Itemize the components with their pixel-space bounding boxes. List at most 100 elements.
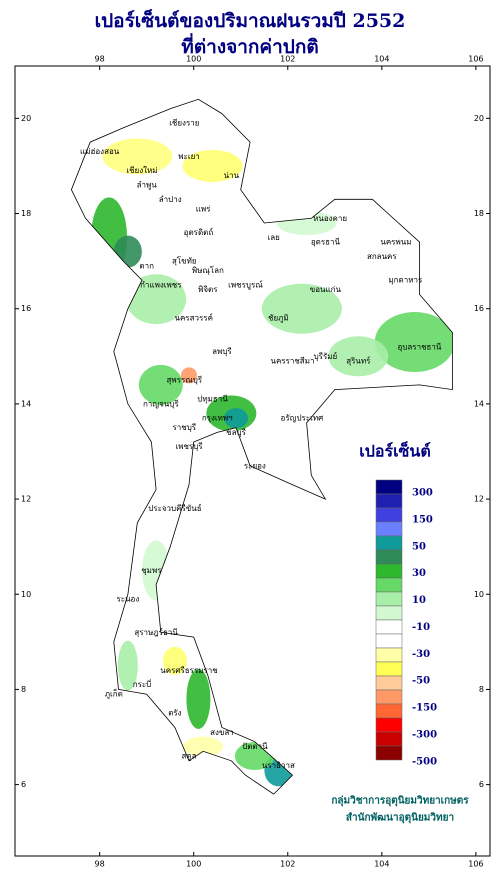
province-label: พิจิตร <box>198 285 218 294</box>
legend-swatch <box>375 731 403 747</box>
legend-label: 300 <box>412 488 433 499</box>
y-tick-label: 8 <box>479 685 484 694</box>
rain-area <box>181 367 198 384</box>
rain-area <box>117 640 138 691</box>
legend-swatch <box>375 535 403 551</box>
y-tick-label: 10 <box>474 590 484 599</box>
map-frame <box>14 65 491 857</box>
province-label: ปัตตานี <box>242 742 268 751</box>
x-tick-label: 104 <box>374 860 389 869</box>
province-label: อุบลราชธานี <box>398 342 442 351</box>
province-label: แม่ฮ่องสอน <box>80 147 120 156</box>
province-label: อุดรธานี <box>311 238 341 247</box>
y-tick-label: 6 <box>479 780 484 789</box>
province-label: กาญจนบุรี <box>143 399 179 408</box>
country-border <box>70 98 453 795</box>
legend-swatch <box>375 647 403 663</box>
y-tick-label: 14 <box>474 399 484 408</box>
y-tick-label: 12 <box>21 495 31 504</box>
province-label: มุกดาหาร <box>388 276 423 285</box>
province-label: ประจวบคีรีขันธ์ <box>148 503 202 513</box>
rain-area <box>374 312 453 373</box>
province-label: กำแพงเพชร <box>140 280 182 289</box>
legend-label: -300 <box>412 729 437 740</box>
y-tick-label: 6 <box>21 780 26 789</box>
province-label: บุรีรัมย์ <box>314 351 338 361</box>
legend-swatch <box>375 619 403 635</box>
province-label: ระยอง <box>244 461 266 470</box>
y-tick-label: 20 <box>21 114 31 123</box>
province-label: นครพนม <box>380 238 411 247</box>
province-label: พิษณุโลก <box>192 265 224 275</box>
legend-label: -150 <box>412 703 437 714</box>
legend-label: -30 <box>412 649 430 660</box>
province-label: ตาก <box>139 261 154 270</box>
legend-swatch <box>375 549 403 565</box>
legend-label: 50 <box>412 541 426 552</box>
title-line: เปอร์เซ็นต์ของปริมาณฝนรวมปี 2552 <box>95 8 406 32</box>
province-label: เชียงใหม่ <box>126 166 157 175</box>
legend-swatch <box>375 577 403 593</box>
province-label: ภูเก็ต <box>105 689 123 700</box>
legend-label: -10 <box>412 622 430 633</box>
country-fill <box>71 99 453 795</box>
province-label: น่าน <box>224 171 240 180</box>
legend-swatch <box>375 493 403 509</box>
province-label: อรัญประเทศ <box>281 414 324 423</box>
province-label: ขอนแก่น <box>310 285 342 294</box>
province-label: กระบี่ <box>133 678 152 689</box>
legend-swatch <box>375 745 403 761</box>
credit: สำนักพัฒนาอุตุนิยมวิทยา <box>346 812 454 824</box>
legend-swatch <box>375 689 403 705</box>
legend-swatch <box>375 563 403 579</box>
legend-swatch <box>375 703 403 719</box>
province-label: ปทุมธานี <box>197 395 228 404</box>
rain-area <box>113 235 142 268</box>
x-tick-label: 100 <box>186 860 201 869</box>
x-tick-label: 106 <box>468 860 483 869</box>
province-label: ลพบุรี <box>212 347 232 356</box>
legend-swatch <box>375 507 403 523</box>
province-label: เลย <box>267 233 279 242</box>
province-label: สุราษฎร์ธานี <box>134 627 178 637</box>
y-tick-label: 18 <box>21 209 31 218</box>
legend-swatch <box>375 479 403 495</box>
legend-swatch <box>375 661 403 677</box>
legend-swatch <box>375 717 403 733</box>
x-tick-label: 98 <box>95 55 105 64</box>
province-label: สุโขทัย <box>172 256 197 266</box>
y-tick-label: 14 <box>21 399 31 408</box>
rain-area <box>162 646 187 675</box>
y-tick-label: 8 <box>21 685 26 694</box>
y-tick-label: 16 <box>21 304 31 313</box>
y-tick-label: 12 <box>474 495 484 504</box>
province-label: เพชรบุรี <box>175 442 203 451</box>
legend-label: -500 <box>412 756 437 767</box>
x-tick-label: 102 <box>280 55 295 64</box>
province-label: แพร่ <box>196 204 211 213</box>
y-tick-label: 16 <box>474 304 484 313</box>
legend-title: เปอร์เซ็นต์ <box>359 440 430 461</box>
x-tick-label: 104 <box>374 55 389 64</box>
province-label: สตูล <box>182 752 197 762</box>
province-label: ราชบุรี <box>173 423 197 432</box>
y-tick-label: 10 <box>21 590 31 599</box>
province-label: ลำพูน <box>137 180 158 190</box>
rain-area <box>182 149 243 182</box>
legend-label: 10 <box>412 595 426 606</box>
province-label: นครศรีธรรมราช <box>160 666 218 675</box>
rain-area <box>261 283 342 334</box>
legend-swatch <box>375 675 403 691</box>
province-label: ชลบุรี <box>226 428 246 437</box>
rain-area <box>186 668 211 729</box>
y-tick-label: 20 <box>474 114 484 123</box>
legend-label: 30 <box>412 568 426 579</box>
province-label: ระนอง <box>116 595 139 604</box>
province-label: นราธิวาส <box>262 761 295 770</box>
legend-label: 150 <box>412 514 433 525</box>
province-label: เชียงราย <box>169 119 199 128</box>
province-label: หนองคาย <box>313 214 347 223</box>
province-label: สุพรรณบุรี <box>167 376 203 385</box>
x-tick-label: 98 <box>95 860 105 869</box>
province-label: สุรินทร์ <box>346 356 371 366</box>
